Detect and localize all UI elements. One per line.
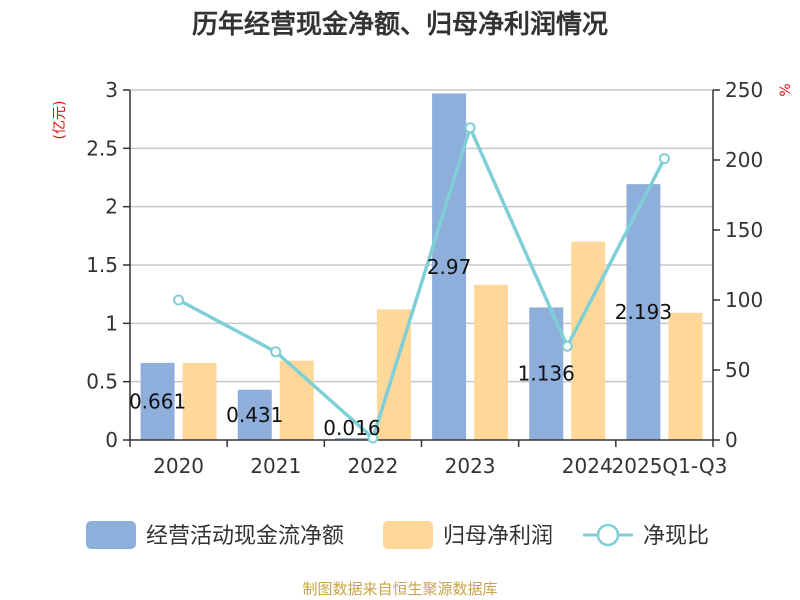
right-axis-unit: % — [778, 83, 794, 96]
right-tick-label: 200 — [725, 148, 763, 172]
data-label-cash-flow: 0.016 — [323, 416, 380, 440]
x-tick-label: 2022 — [347, 454, 398, 478]
bar-net-profit — [279, 360, 314, 440]
data-labels: 0.661 0.431 0.016 2.97 1.136 2.193 — [129, 255, 672, 440]
data-label-cash-flow: 0.661 — [129, 389, 186, 413]
grid — [130, 89, 713, 383]
data-label-cash-flow: 1.136 — [518, 362, 575, 386]
ratio-point — [658, 153, 670, 165]
legend-label-net-profit: 归母净利润 — [443, 524, 553, 549]
right-tick-label: 50 — [725, 358, 750, 382]
left-tick-label: 0 — [105, 428, 118, 452]
ratio-point — [464, 122, 476, 134]
left-tick-label: 0.5 — [86, 370, 118, 394]
chart-title: 历年经营现金净额、归母净利润情况 — [192, 9, 608, 40]
bar-cash-flow — [529, 307, 564, 440]
left-axis-unit: (亿元) — [52, 101, 68, 140]
bar-net-profit — [668, 312, 703, 440]
data-label-cash-flow: 0.431 — [226, 403, 283, 427]
bar-cash-flow — [237, 389, 272, 440]
legend: 经营活动现金流净额 归母净利润 净现比 — [86, 521, 709, 549]
bar-cash-flow — [140, 362, 175, 440]
left-tick-label: 3 — [105, 78, 118, 102]
left-tick-label: 1.5 — [86, 253, 118, 277]
source-note: 制图数据来自恒生聚源数据库 — [302, 580, 497, 598]
x-tick-label: 2024 — [562, 454, 613, 478]
x-tick-label: 2021 — [250, 454, 301, 478]
axes: 0 0.5 1 1.5 2 2.5 3 0 50 100 150 200 250 2020 2021 2022… — [86, 78, 763, 478]
bar-cash-flow — [432, 93, 467, 440]
legend-marker-ratio — [596, 523, 620, 547]
ratio-point — [367, 432, 379, 444]
x-tick-label: 2023 — [445, 454, 496, 478]
left-tick-label: 2.5 — [86, 136, 118, 160]
bar-net-profit — [182, 363, 217, 440]
ratio-point — [561, 340, 573, 352]
bar-cash-flow — [626, 184, 661, 440]
ratio-line — [177, 122, 666, 442]
bar-net-profit — [474, 284, 509, 440]
bar-net-profit — [571, 241, 606, 440]
legend-swatch-cash-flow — [86, 521, 136, 549]
legend-swatch-net-profit — [383, 521, 433, 549]
right-tick-label: 100 — [725, 288, 763, 312]
legend-label-cash-flow: 经营活动现金流净额 — [146, 524, 344, 549]
right-tick-label: 0 — [725, 428, 738, 452]
left-tick-label: 1 — [105, 311, 118, 335]
left-tick-label: 2 — [105, 195, 118, 219]
x-tick-label: 2025Q1-Q3 — [612, 454, 728, 478]
ratio-line-group — [173, 122, 670, 444]
right-tick-label: 150 — [725, 218, 763, 242]
data-label-cash-flow: 2.193 — [615, 300, 672, 324]
right-tick-label: 250 — [725, 78, 763, 102]
bar-cash-flow — [334, 438, 369, 440]
legend-label-ratio: 净现比 — [643, 524, 709, 549]
data-label-cash-flow: 2.97 — [427, 255, 472, 279]
ratio-point — [270, 346, 282, 358]
ratio-point — [173, 294, 185, 306]
x-tick-label: 2020 — [153, 454, 204, 478]
bars — [140, 93, 703, 440]
